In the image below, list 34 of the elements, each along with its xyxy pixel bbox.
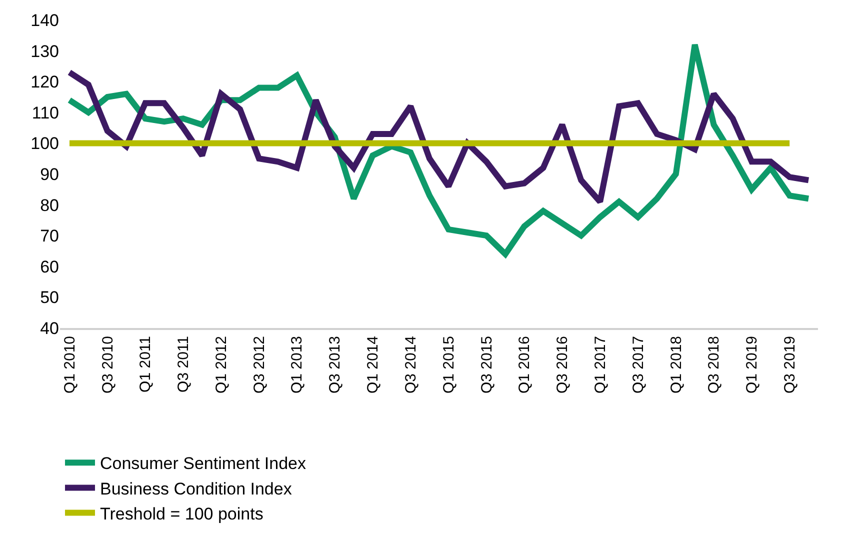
y-tick-label: 60 bbox=[40, 257, 59, 276]
x-tick-label: Q3 2012 bbox=[250, 336, 268, 394]
x-tick-label: Q3 2017 bbox=[630, 336, 647, 394]
x-tick-label: Q3 2011 bbox=[175, 336, 192, 392]
y-tick-label: 90 bbox=[40, 164, 59, 184]
legend-label: Treshold = 100 points bbox=[100, 504, 264, 524]
y-tick-label: 80 bbox=[40, 196, 59, 215]
x-tick-label: Q1 2017 bbox=[592, 336, 609, 394]
x-tick-label: Q1 2012 bbox=[212, 336, 230, 394]
y-tick-label: 50 bbox=[40, 288, 59, 308]
x-tick-label: Q3 2018 bbox=[706, 336, 723, 394]
y-tick-label: 100 bbox=[30, 134, 59, 154]
legend-label: Business Condition Index bbox=[100, 479, 292, 498]
x-tick-label: Q3 2014 bbox=[402, 336, 420, 394]
x-tick-label: Q1 2019 bbox=[744, 336, 761, 394]
y-tick-label: 140 bbox=[30, 10, 59, 30]
x-tick-label: Q1 2011 bbox=[137, 336, 154, 392]
y-tick-label: 70 bbox=[40, 226, 59, 246]
x-tick-label: Q3 2010 bbox=[99, 336, 116, 394]
x-tick-label: Q1 2010 bbox=[61, 336, 78, 394]
y-tick-label: 130 bbox=[30, 42, 59, 61]
x-tick-label: Q3 2019 bbox=[781, 336, 798, 394]
legend-label: Consumer Sentiment Index bbox=[100, 454, 306, 474]
x-tick-label: Q3 2013 bbox=[326, 336, 344, 394]
x-tick-label: Q1 2014 bbox=[364, 336, 382, 394]
x-tick-label: Q3 2016 bbox=[554, 336, 572, 394]
y-tick-label: 110 bbox=[32, 103, 59, 122]
y-tick-label: 40 bbox=[40, 318, 59, 338]
y-tick-label: 120 bbox=[30, 72, 59, 92]
x-tick-label: Q1 2018 bbox=[668, 336, 685, 394]
x-tick-label: Q1 2013 bbox=[288, 336, 306, 394]
x-tick-label: Q1 2015 bbox=[440, 336, 458, 394]
x-tick-label: Q3 2015 bbox=[478, 336, 496, 394]
x-tick-label: Q1 2016 bbox=[516, 336, 534, 394]
